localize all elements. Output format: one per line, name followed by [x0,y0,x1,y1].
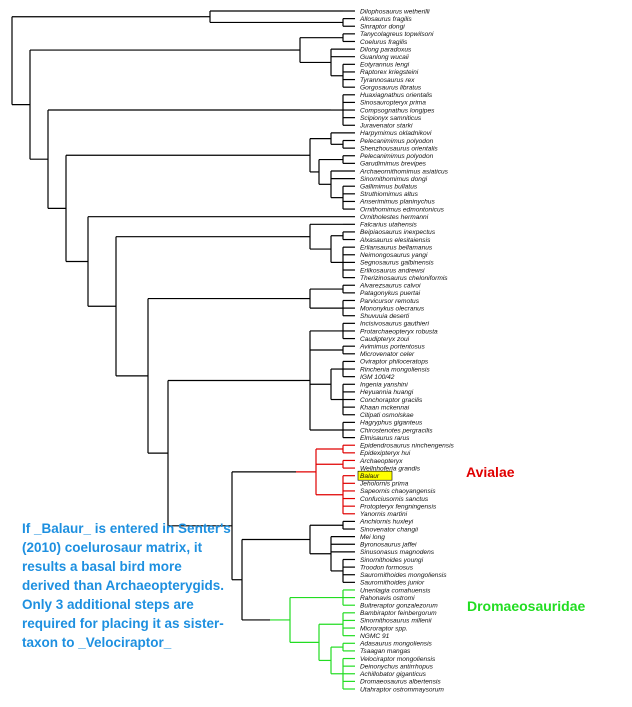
taxon-label: Microraptor spp. [360,625,408,632]
taxon-label: Adasaurus mongoliensis [359,641,433,648]
taxon-label: Wellnhoferia grandis [360,465,421,472]
taxon-label: Troodon formosus [360,564,414,571]
taxon-label: Harpymimus okladnikovi [360,130,432,137]
clade-label-avialae: Avialae [466,464,515,480]
taxon-label: Gorgosaurus libratus [360,84,422,91]
taxon-label: Shuvuuia deserti [360,313,410,320]
taxon-label: Epidexipteryx hui [360,450,411,457]
taxon-label: Incisivosaurus gauthieri [360,321,429,328]
taxon-label: Velociraptor mongoliensis [360,656,436,663]
taxon-label: Achillobator giganticus [359,671,427,678]
taxon-label: Jeholornis prima [359,481,409,488]
taxon-label: Anchiornis huxleyi [359,519,414,526]
taxon-label: Anserimimus planinychus [359,199,435,206]
taxon-label: Protarchaeopteryx robusta [360,328,438,335]
taxon-label: Ornitholestes hermanni [360,214,429,221]
taxon-label: Archaeornithomimus asiaticus [359,168,449,175]
taxon-label: Epidendrosaurus ninchengensis [360,443,455,450]
taxon-label: Rinchenia mongoliensis [360,366,430,373]
taxon-label: Yanornis martini [360,511,408,518]
taxon-label: Avimimus portentosus [359,343,425,350]
taxon-label: Mononykus olecranus [360,305,425,312]
taxon-label: Buitreraptor gonzalezorum [360,603,438,610]
taxon-label: Heyuannia huangi [360,389,414,396]
taxon-label: Pelecanimimus polyodon [360,153,434,160]
taxon-label: Ornithomimus edmontonicus [360,206,445,213]
taxon-label: Sinovenator changii [360,526,418,533]
taxon-label: Huaxiagnathus orientalis [360,92,433,99]
taxon-label: Eotyrannus lengi [360,62,410,69]
taxon-label: Sinornithomimus dongi [360,176,428,183]
taxon-label: Deinonychus antirrhopus [360,663,434,670]
taxon-label: Conchoraptor gracilis [360,397,423,404]
taxon-label: Compsognathus longipes [360,107,435,114]
taxon-label: Confuciusornis sanctus [360,496,429,503]
taxon-label: Shenzhousaurus orientalis [360,145,438,152]
taxon-label: Falcarius utahensis [360,222,418,229]
annotation-note: If _Balaur_ is entered in Senter's (2010… [22,521,231,650]
taxon-label: Tsaagan mangas [360,648,411,655]
taxon-label: Rahonavis ostromi [360,595,415,602]
taxon-label: Archaeopteryx [359,458,403,465]
taxon-label: Sapeornis chaoyangensis [360,488,436,495]
taxon-label: Saurornithoides junior [360,580,425,587]
taxon-label: Guanlong wucaii [360,54,409,61]
taxon-label: Erliansaurus bellamanus [360,244,433,251]
taxon-label: Protopteryx fengningensis [360,503,437,510]
balaur-highlight [357,470,393,481]
taxon-label: Dromaeosaurus albertensis [360,679,441,686]
taxon-label: Sinornithosaurus millenii [360,618,432,625]
taxon-label: Raptorex kriegsteini [360,69,419,76]
taxon-label: NGMC 91 [360,633,390,640]
taxon-label: Segnosaurus galbinensis [360,260,434,267]
taxon-label: Juravenator starki [359,123,413,130]
taxon-label: Patagonykus puertai [360,290,421,297]
taxon-label: Balaur [360,473,380,480]
taxon-label: Hagryphus giganteus [360,420,423,427]
taxon-label: Erlikosaurus andrewsi [360,267,425,274]
taxon-label: Chirostenotes pergracilis [360,427,433,434]
taxon-label: IGM 100/42 [360,374,395,381]
taxon-label: Khaan mckennai [360,404,410,411]
taxon-label: Coelurus fragilis [360,39,408,46]
taxon-label: Elmisaurus rarus [360,435,410,442]
taxon-label: Oviraptor philoceratops [360,359,429,366]
taxon-label: Dilong paradoxus [360,46,412,53]
taxon-label: Citipati osmolskae [360,412,414,419]
taxon-label: Parvicursor remotus [360,298,420,305]
taxon-label: Scipionyx samniticus [360,115,422,122]
clade-label-dromaeosauridae: Dromaeosauridae [467,598,586,614]
taxon-label: Tanycolagreus topwilsoni [360,31,434,38]
taxon-label: Dilophosaurus wetherilli [360,8,430,15]
taxon-label: Struthiomimus altus [360,191,419,198]
taxon-label: Allosaurus fragilis [359,16,412,23]
taxon-label: Saurornithoides mongoliensis [360,572,447,579]
taxon-label: Sinraptor dongi [360,24,405,31]
taxon-label: Byronosaurus jaffei [360,542,417,549]
taxon-label: Therizinosaurus cheloniformis [360,275,448,282]
taxon-label: Sinornithoides youngi [360,557,424,564]
taxon-label: Ingenia yanshini [360,382,408,389]
taxon-label: Neimongosaurus yangi [360,252,428,259]
taxon-label: Garudimimus brevipes [360,161,427,168]
taxon-label: Sinosauropteryx prima [360,100,426,107]
taxon-label: Tyrannosaurus rex [360,77,415,84]
taxon-label: Bambiraptor feinbergorum [360,610,437,617]
taxon-label: Utahraptor ostrommaysorum [360,686,444,693]
taxon-label: Alvarezsaurus calvoi [359,283,421,290]
taxon-label: Mei long [360,534,385,541]
taxon-label: Pelecanimimus polyodon [360,138,434,145]
taxon-label: Beipiaosaurus inexpectus [360,229,436,236]
taxon-label: Unenlagia comahuensis [360,587,431,594]
taxon-label: Microvenator celer [360,351,415,358]
taxon-label: Alxasaurus elesitaiensis [359,237,431,244]
taxon-label: Sinusonasus magnodens [360,549,435,556]
taxon-label: Caudipteryx zoui [360,336,410,343]
taxon-label: Gallimimus bullatus [360,184,418,191]
